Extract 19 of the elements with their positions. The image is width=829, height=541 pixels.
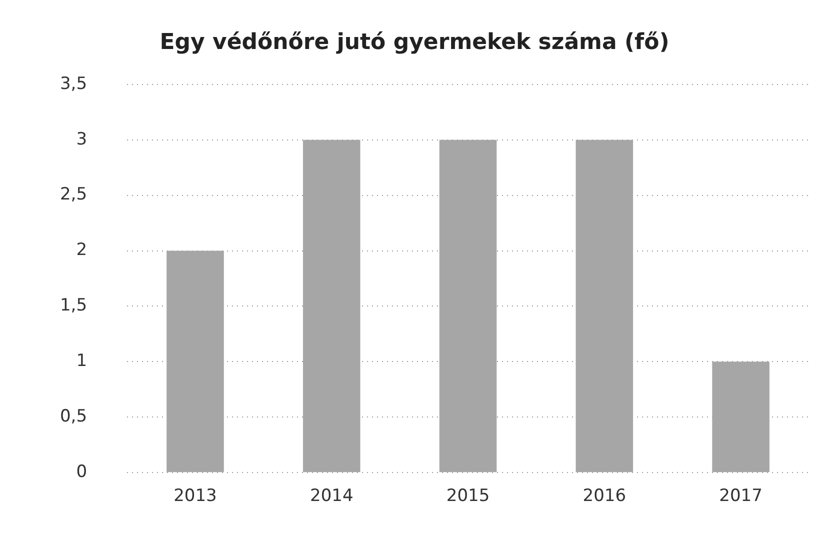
bar xyxy=(302,140,360,472)
bar xyxy=(712,362,770,472)
y-tick-label: 1 xyxy=(76,351,88,372)
bar xyxy=(576,140,634,472)
y-tick-label: 0,5 xyxy=(60,406,88,427)
bar xyxy=(439,140,497,472)
y-tick-label: 0 xyxy=(76,462,88,482)
x-tick-label: 2017 xyxy=(719,486,762,506)
y-tick-label: 3,5 xyxy=(60,74,88,94)
x-tick-label: 2013 xyxy=(174,486,217,506)
x-tick-label: 2016 xyxy=(582,486,626,506)
chart-title: Egy védőnőre jutó gyermekek száma (fő) xyxy=(160,30,670,55)
y-tick-label: 2,5 xyxy=(60,184,88,205)
y-tick-label: 1,5 xyxy=(60,296,88,316)
y-tick-label: 3 xyxy=(76,129,88,150)
x-tick-label: 2014 xyxy=(310,486,354,506)
y-tick-label: 2 xyxy=(76,240,88,260)
x-tick-label: 2015 xyxy=(446,486,490,506)
bar xyxy=(166,250,224,472)
